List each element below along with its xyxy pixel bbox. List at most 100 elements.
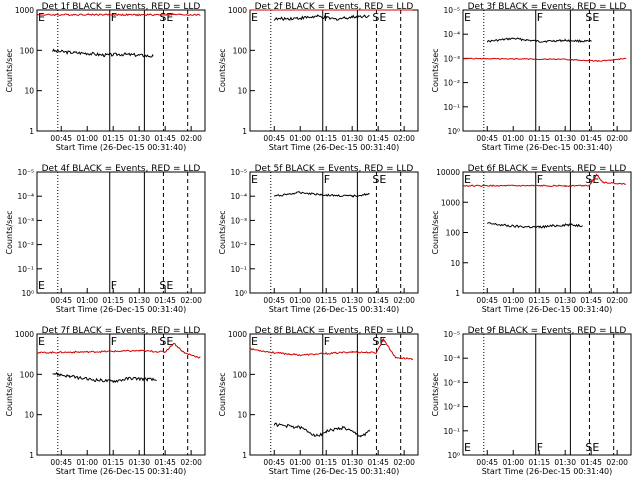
y-tick-label: 10⁻¹ <box>17 265 34 274</box>
plot-frame <box>462 333 632 456</box>
x-tick-label: 01:15 <box>315 134 337 143</box>
x-tick-label: 01:00 <box>289 296 311 305</box>
x-tick-label: 01:30 <box>128 296 150 305</box>
x-axis-label: Start Time (26-Dec-15 00:31:40) <box>269 467 400 476</box>
x-tick-label: 01:15 <box>528 458 550 467</box>
marker-se: SE <box>585 441 599 454</box>
y-axis-label: Counts/sec <box>218 48 227 92</box>
y-tick-label: 10⁻² <box>17 241 34 250</box>
panel-title: Det 1f BLACK = Events, RED = LLD <box>42 2 201 12</box>
y-axis-label: Counts/sec <box>431 372 440 416</box>
y-tick-label: 10⁻⁴ <box>17 192 34 201</box>
panel-title: Det 6f BLACK = Events, RED = LLD <box>468 164 627 174</box>
marker-se: SE <box>372 11 386 24</box>
x-tick-label: 01:15 <box>102 134 124 143</box>
y-tick-label: 100 <box>233 46 248 55</box>
y-tick-label: 10⁻³ <box>443 54 460 63</box>
x-tick-label: 01:45 <box>367 458 389 467</box>
x-tick-label: 01:30 <box>554 458 576 467</box>
x-axis-label: Start Time (26-Dec-15 00:31:40) <box>482 143 613 152</box>
marker-se: SE <box>159 279 173 292</box>
panel-det-1f: Det 1f BLACK = Events, RED = LLD 1 10 100 10… <box>5 2 206 152</box>
panel-det-9f: Det 9f BLACK = Events, RED = LLD 10⁰ 10⁻¹ 1… <box>431 326 632 476</box>
y-tick-label: 100 <box>20 46 35 55</box>
y-tick-label: 1000 <box>15 330 34 339</box>
lld-series-line <box>37 342 201 359</box>
marker-se: SE <box>372 173 386 186</box>
lld-series-line <box>249 338 414 361</box>
x-axis-label: Start Time (26-Dec-15 00:31:40) <box>482 467 613 476</box>
panel-det-6f: Det 6f BLACK = Events, RED = LLD 1 10 100 10… <box>431 164 632 314</box>
panel-title: Det 9f BLACK = Events, RED = LLD <box>468 326 627 336</box>
y-tick-label: 1 <box>29 127 34 136</box>
plot-frame <box>249 333 419 456</box>
y-tick-label: 10⁻¹ <box>230 265 247 274</box>
y-tick-label: 10⁰ <box>447 451 460 460</box>
x-axis-label: Start Time (26-Dec-15 00:31:40) <box>56 305 187 314</box>
y-axis-label: Counts/sec <box>218 210 227 254</box>
x-tick-label: 01:45 <box>367 296 389 305</box>
x-tick-label: 01:00 <box>76 296 98 305</box>
y-tick-label: 1000 <box>228 330 247 339</box>
y-tick-label: 10 <box>237 87 247 96</box>
y-tick-label: 10⁻¹ <box>443 427 460 436</box>
events-series-line <box>486 222 583 229</box>
x-tick-label: 00:45 <box>263 134 285 143</box>
y-tick-label: 10⁰ <box>21 289 34 298</box>
marker-se: SE <box>372 335 386 348</box>
marker-se: SE <box>159 335 173 348</box>
x-tick-label: 01:45 <box>154 134 176 143</box>
y-tick-label: 100 <box>20 370 35 379</box>
x-tick-label: 01:00 <box>502 296 524 305</box>
y-tick-label: 10⁻³ <box>230 216 247 225</box>
marker-e: E <box>251 335 258 348</box>
marker-e: E <box>251 173 258 186</box>
marker-f: F <box>111 335 117 348</box>
x-tick-label: 02:00 <box>180 458 202 467</box>
x-tick-label: 01:30 <box>128 134 150 143</box>
y-tick-label: 10⁻⁴ <box>443 30 460 39</box>
x-tick-label: 02:00 <box>606 296 628 305</box>
y-tick-label: 100 <box>233 370 248 379</box>
y-axis-label: Counts/sec <box>5 48 14 92</box>
y-tick-label: 10⁻³ <box>443 378 460 387</box>
plot-frame <box>462 171 632 294</box>
x-tick-label: 02:00 <box>180 134 202 143</box>
marker-e: E <box>38 279 45 292</box>
panel-det-8f: Det 8f BLACK = Events, RED = LLD 1 10 100 10… <box>218 326 419 476</box>
y-tick-label: 10000 <box>436 168 460 177</box>
y-tick-label: 10⁻⁴ <box>230 192 247 201</box>
plot-frame <box>36 333 206 456</box>
events-series-line <box>52 48 154 58</box>
y-tick-label: 10⁻¹ <box>443 103 460 112</box>
y-tick-label: 10⁻⁵ <box>443 6 460 15</box>
x-tick-label: 01:45 <box>580 296 602 305</box>
marker-f: F <box>324 173 330 186</box>
x-tick-label: 02:00 <box>606 458 628 467</box>
x-tick-label: 01:45 <box>154 296 176 305</box>
y-tick-label: 10 <box>450 259 460 268</box>
x-tick-label: 01:15 <box>315 458 337 467</box>
x-tick-label: 01:45 <box>580 134 602 143</box>
x-tick-label: 00:45 <box>476 458 498 467</box>
panel-det-4f: Det 4f BLACK = Events, RED = LLD 10⁰ 10⁻¹ 1… <box>5 164 206 314</box>
panel-title: Det 2f BLACK = Events, RED = LLD <box>255 2 414 12</box>
x-tick-label: 01:15 <box>528 296 550 305</box>
y-tick-label: 10 <box>24 411 34 420</box>
y-tick-label: 10⁻² <box>443 79 460 88</box>
x-tick-label: 01:30 <box>554 296 576 305</box>
x-tick-label: 00:45 <box>263 458 285 467</box>
panel-title: Det 7f BLACK = Events, RED = LLD <box>42 326 201 336</box>
marker-se: SE <box>585 11 599 24</box>
x-tick-label: 01:15 <box>102 458 124 467</box>
y-axis-label: Counts/sec <box>5 372 14 416</box>
panel-title: Det 3f BLACK = Events, RED = LLD <box>468 2 627 12</box>
y-tick-label: 10⁻⁵ <box>443 330 460 339</box>
x-tick-label: 00:45 <box>476 296 498 305</box>
x-tick-label: 01:30 <box>341 134 363 143</box>
marker-e: E <box>251 11 258 24</box>
x-tick-label: 02:00 <box>393 134 415 143</box>
y-tick-label: 1 <box>455 289 460 298</box>
lld-series-line <box>462 57 627 63</box>
